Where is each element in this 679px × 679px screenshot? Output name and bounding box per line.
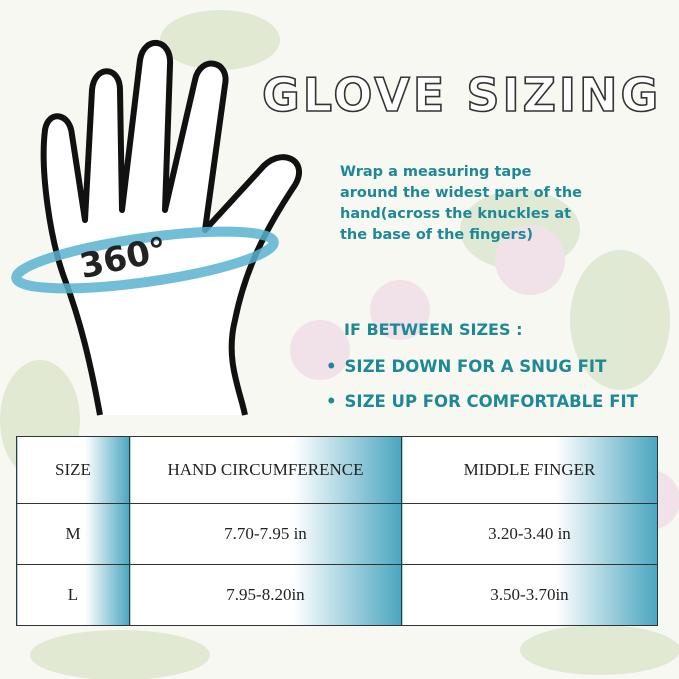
header-hand-circumference: HAND CIRCUMFERENCE	[129, 436, 402, 504]
measuring-instruction: Wrap a measuring tape around the widest …	[340, 164, 582, 243]
cell-middle-finger: 3.20-3.40 in	[401, 503, 658, 565]
table-row: M 7.70-7.95 in 3.20-3.40 in	[16, 503, 658, 565]
table-row: L 7.95-8.20in 3.50-3.70in	[16, 564, 658, 626]
header-middle-finger: MIDDLE FINGER	[401, 436, 658, 504]
cell-hand-circumference: 7.70-7.95 in	[129, 503, 402, 565]
bullet-icon: •	[326, 357, 337, 376]
page-title: GLOVE SIZING	[261, 67, 662, 123]
hand-illustration: 360°	[11, 39, 303, 416]
size-chart-table: SIZE HAND CIRCUMFERENCE MIDDLE FINGER M …	[16, 436, 658, 626]
bullet-icon: •	[326, 392, 337, 411]
cell-hand-circumference: 7.95-8.20in	[129, 564, 402, 626]
tip-text: SIZE UP FOR COMFORTABLE FIT	[344, 392, 638, 411]
cell-middle-finger: 3.50-3.70in	[401, 564, 658, 626]
tip-size-down: • SIZE DOWN FOR A SNUG FIT	[326, 357, 606, 376]
table-header-row: SIZE HAND CIRCUMFERENCE MIDDLE FINGER	[16, 436, 658, 504]
between-sizes-heading: IF BETWEEN SIZES :	[344, 320, 523, 339]
tip-text: SIZE DOWN FOR A SNUG FIT	[344, 357, 607, 376]
cell-size: L	[16, 564, 130, 626]
header-size: SIZE	[16, 436, 130, 504]
cell-size: M	[16, 503, 130, 565]
tip-size-up: • SIZE UP FOR COMFORTABLE FIT	[326, 392, 638, 411]
